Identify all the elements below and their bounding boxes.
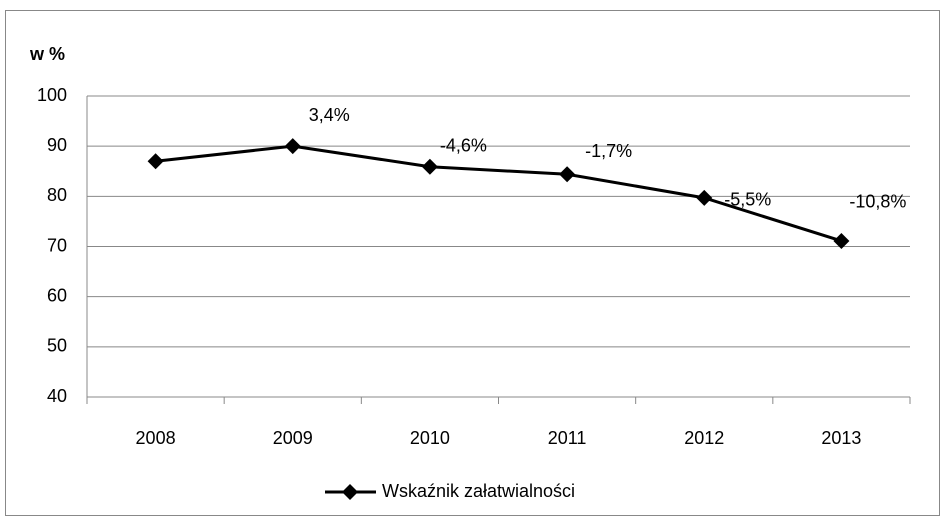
legend-marker <box>342 484 358 500</box>
y-tick-label: 90 <box>47 135 67 155</box>
x-tick-label: 2009 <box>273 428 313 448</box>
line <box>155 144 842 243</box>
annotation: -1,7% <box>585 141 632 161</box>
marker <box>421 158 438 175</box>
annotation: -4,6% <box>440 135 487 155</box>
chart-border <box>5 10 940 516</box>
y-tick-label: 50 <box>47 336 67 356</box>
y-tick-label: 60 <box>47 285 67 305</box>
annotation: -10,8% <box>849 192 906 212</box>
x-tick-label: 2013 <box>821 428 861 448</box>
y-tick-label: 100 <box>37 85 67 105</box>
x-tick-label: 2010 <box>410 428 450 448</box>
marker <box>284 138 301 155</box>
legend-label: Wskaźnik załatwialności <box>382 481 575 501</box>
marker <box>559 166 576 183</box>
marker <box>147 153 164 170</box>
x-tick-label: 2011 <box>548 428 587 448</box>
marker <box>696 189 713 206</box>
annotation: -5,5% <box>724 190 771 210</box>
x-tick-label: 2008 <box>136 428 176 448</box>
y-tick-label: 80 <box>47 185 67 205</box>
y-axis-label: w % <box>29 44 65 64</box>
marker <box>833 232 850 249</box>
annotation: 3,4% <box>309 105 350 125</box>
y-tick-label: 40 <box>47 386 67 406</box>
x-tick-label: 2012 <box>684 428 724 448</box>
y-tick-label: 70 <box>47 235 67 255</box>
